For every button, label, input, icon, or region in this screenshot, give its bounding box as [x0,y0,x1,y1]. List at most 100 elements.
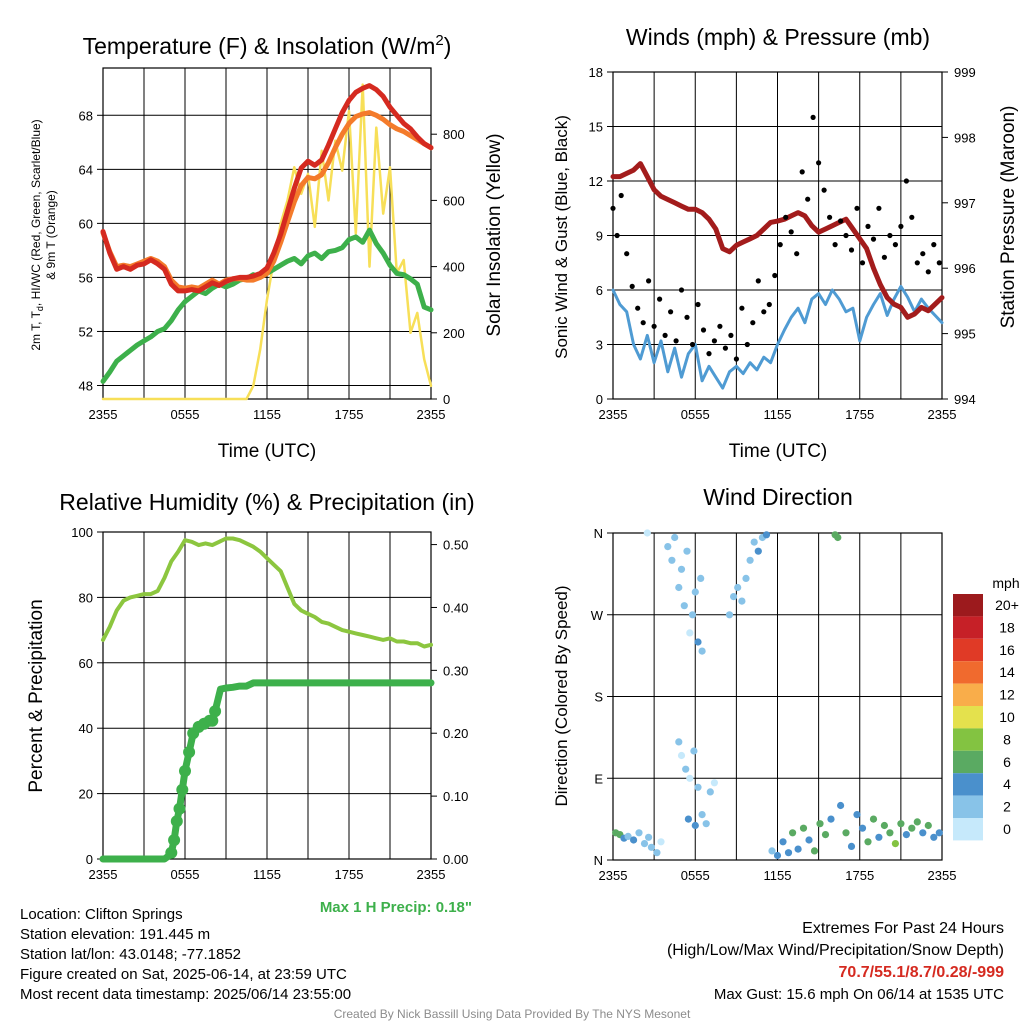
y-right-tick-label: 800 [443,127,465,142]
y-tick-label: S [594,690,603,705]
gust-point [689,341,696,348]
y-tick-label: 12 [589,174,603,189]
gust-point [865,223,871,229]
extremes-title: Extremes For Past 24 Hours [802,920,1004,937]
y-tick-label: N [594,853,603,868]
direction-point [683,547,691,555]
gust-point [766,301,772,308]
y-right-tick-label: 996 [954,261,976,276]
y-right-tick-label: 200 [443,326,465,341]
gust-point [678,287,685,293]
gust-point [914,260,920,266]
y-tick-label: 20 [79,787,93,802]
direction-point [810,847,819,855]
colorbar-label: 18 [999,619,1015,635]
direction-point [647,843,656,851]
direction-point [697,574,705,583]
colorbar-swatch [953,661,983,684]
direction-point [821,831,830,839]
colorbar-unit: mph [992,575,1019,591]
direction-point [919,829,927,837]
gust-point [614,232,620,239]
gust-point [821,187,827,193]
station-info: Location: Clifton Springs Station elevat… [20,905,351,1005]
gust-point [722,345,729,351]
direction-point [794,845,802,853]
precip-point [183,746,196,759]
direction-point [657,838,665,846]
direction-point [682,765,690,773]
direction-point [710,779,719,787]
gust-point [668,309,674,315]
station-elevation: Station elevation: 191.445 m [20,926,211,943]
direction-point [730,593,738,601]
direction-point [827,815,835,823]
y-axis-label: 2m T, Td, HI/WC (Red, Green, Scarlet/Blu… [29,119,45,350]
colorbar-swatch [953,638,983,662]
gust-point [651,323,657,329]
y-tick-label: 100 [71,525,93,540]
direction-point [837,801,845,810]
gust-point [717,323,723,329]
x-tick-label: 1755 [335,407,364,422]
direction-point [688,611,697,619]
direction-point [754,547,762,555]
colorbar-label: 16 [999,642,1015,658]
direction-point [725,611,734,619]
x-tick-label: 2355 [417,407,446,422]
x-tick-label: 1755 [845,407,874,422]
precip-point [173,802,186,815]
gust-point [881,254,888,260]
gust-point [750,320,756,326]
direction-point [686,629,694,637]
gust-point [816,160,822,166]
direction-point [734,583,742,592]
gust-point [827,214,833,220]
x-tick-label: 2355 [89,407,118,422]
y-tick-label: 40 [79,721,93,736]
series-line-solar-insolation [101,83,433,401]
x-axis-label: Time (UTC) [729,441,828,462]
plot-frame [612,71,943,400]
direction-point [643,529,651,537]
gust-point [788,229,794,235]
series-line-station-pressure [610,161,945,320]
y-tick-label: 3 [596,338,603,353]
direction-point [935,829,943,837]
direction-point [930,833,938,841]
y-tick-label: 9 [596,229,603,244]
x-tick-label: 1155 [764,407,792,422]
colorbar-label: 14 [999,664,1015,680]
x-tick-label: 1155 [253,407,281,422]
direction-point [880,821,889,830]
gust-point [684,314,690,320]
plot-frame [102,531,432,860]
extremes-values: 70.7/55.1/8.7/0.28/-999 [838,964,1004,981]
y-right-tick-label: 0.10 [443,789,468,804]
direction-point [675,738,683,746]
direction-point [653,849,661,857]
gust-point [711,338,718,344]
direction-point [750,538,758,546]
x-tick-label: 2355 [89,867,118,882]
x-tick-label: 0555 [681,407,710,422]
direction-point [908,824,916,832]
direction-point [706,788,714,796]
colorbar-label: 0 [1003,821,1011,837]
colorbar-label: 4 [1003,776,1011,792]
direction-point [630,836,638,844]
gust-point [783,214,789,220]
direction-point [677,751,686,760]
precip-point [206,714,219,727]
y-right-axis-label: Solar Insolation (Yellow) [484,133,505,336]
winds-pressure-chart: 2355 0555 1155 1755 235503691215189949959969… [552,24,1019,462]
direction-point [694,638,702,646]
gust-point [810,114,816,120]
colorbar-swatch [953,795,983,818]
y-tick-label: 48 [79,378,93,393]
gust-point [755,278,761,284]
colorbar-swatch [953,728,983,751]
direction-point [635,829,643,837]
x-tick-label: 2355 [599,407,628,422]
max-gust: Max Gust: 15.6 mph On 06/14 at 1535 UTC [713,986,1004,1003]
